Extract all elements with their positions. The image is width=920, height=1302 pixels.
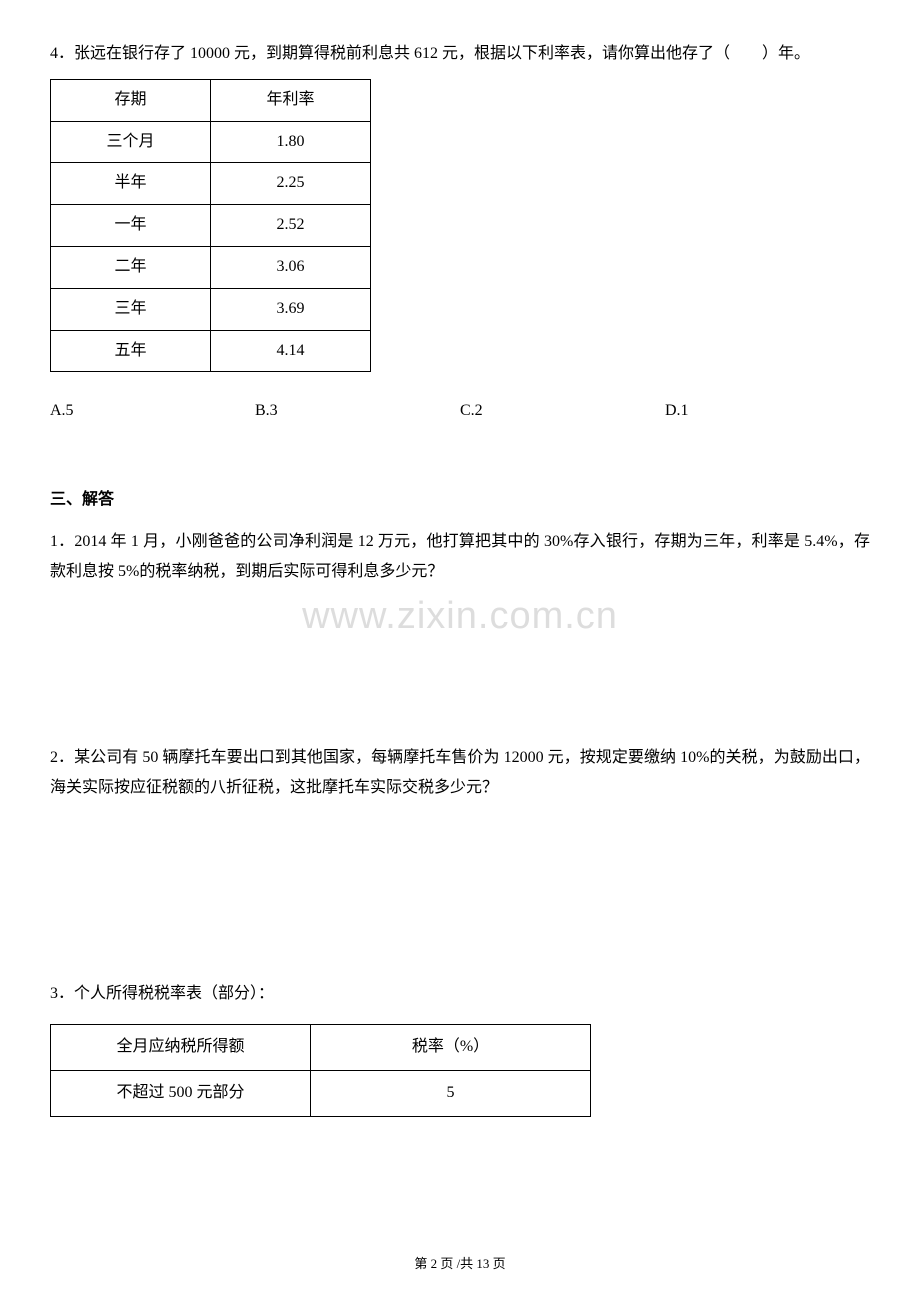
table-cell: 4.14 bbox=[211, 330, 371, 372]
table-cell: 二年 bbox=[51, 246, 211, 288]
table-cell: 1.80 bbox=[211, 121, 371, 163]
option-b: B.3 bbox=[255, 397, 460, 426]
section3-q2: 2．某公司有 50 辆摩托车要出口到其他国家，每辆摩托车售价为 12000 元，… bbox=[50, 743, 870, 804]
page-content: 4．张远在银行存了 10000 元，到期算得税前利息共 612 元，根据以下利率… bbox=[50, 40, 870, 1117]
section3-title: 三、解答 bbox=[50, 486, 870, 515]
q4-options: A.5 B.3 C.2 D.1 bbox=[50, 397, 870, 426]
option-c: C.2 bbox=[460, 397, 665, 426]
table-cell: 三个月 bbox=[51, 121, 211, 163]
table-row: 三年 3.69 bbox=[51, 288, 371, 330]
table-cell: 2.52 bbox=[211, 205, 371, 247]
option-a: A.5 bbox=[50, 397, 255, 426]
table-cell: 2.25 bbox=[211, 163, 371, 205]
table-header: 全月应纳税所得额 bbox=[51, 1024, 311, 1070]
table-row: 三个月 1.80 bbox=[51, 121, 371, 163]
table-cell: 三年 bbox=[51, 288, 211, 330]
table-cell: 3.69 bbox=[211, 288, 371, 330]
table-header: 年利率 bbox=[211, 79, 371, 121]
table-row: 不超过 500 元部分 5 bbox=[51, 1070, 591, 1116]
table-header: 税率（%） bbox=[311, 1024, 591, 1070]
table-cell: 五年 bbox=[51, 330, 211, 372]
table-cell: 一年 bbox=[51, 205, 211, 247]
table-row: 二年 3.06 bbox=[51, 246, 371, 288]
answer-space bbox=[50, 603, 870, 743]
option-d: D.1 bbox=[665, 397, 870, 426]
table-row: 存期 年利率 bbox=[51, 79, 371, 121]
table-row: 半年 2.25 bbox=[51, 163, 371, 205]
q4-rate-table: 存期 年利率 三个月 1.80 半年 2.25 一年 2.52 二年 3.06 … bbox=[50, 79, 371, 373]
answer-space bbox=[50, 819, 870, 979]
tax-table: 全月应纳税所得额 税率（%） 不超过 500 元部分 5 bbox=[50, 1024, 591, 1117]
table-cell: 半年 bbox=[51, 163, 211, 205]
table-header: 存期 bbox=[51, 79, 211, 121]
q4-text: 4．张远在银行存了 10000 元，到期算得税前利息共 612 元，根据以下利率… bbox=[50, 40, 870, 69]
table-cell: 不超过 500 元部分 bbox=[51, 1070, 311, 1116]
page-footer: 第 2 页 /共 13 页 bbox=[0, 1253, 920, 1272]
table-cell: 5 bbox=[311, 1070, 591, 1116]
table-cell: 3.06 bbox=[211, 246, 371, 288]
section3-q1: 1．2014 年 1 月，小刚爸爸的公司净利润是 12 万元，他打算把其中的 3… bbox=[50, 527, 870, 588]
section3-q3-text: 3．个人所得税税率表（部分）： bbox=[50, 979, 870, 1009]
table-row: 一年 2.52 bbox=[51, 205, 371, 247]
table-row: 五年 4.14 bbox=[51, 330, 371, 372]
table-row: 全月应纳税所得额 税率（%） bbox=[51, 1024, 591, 1070]
